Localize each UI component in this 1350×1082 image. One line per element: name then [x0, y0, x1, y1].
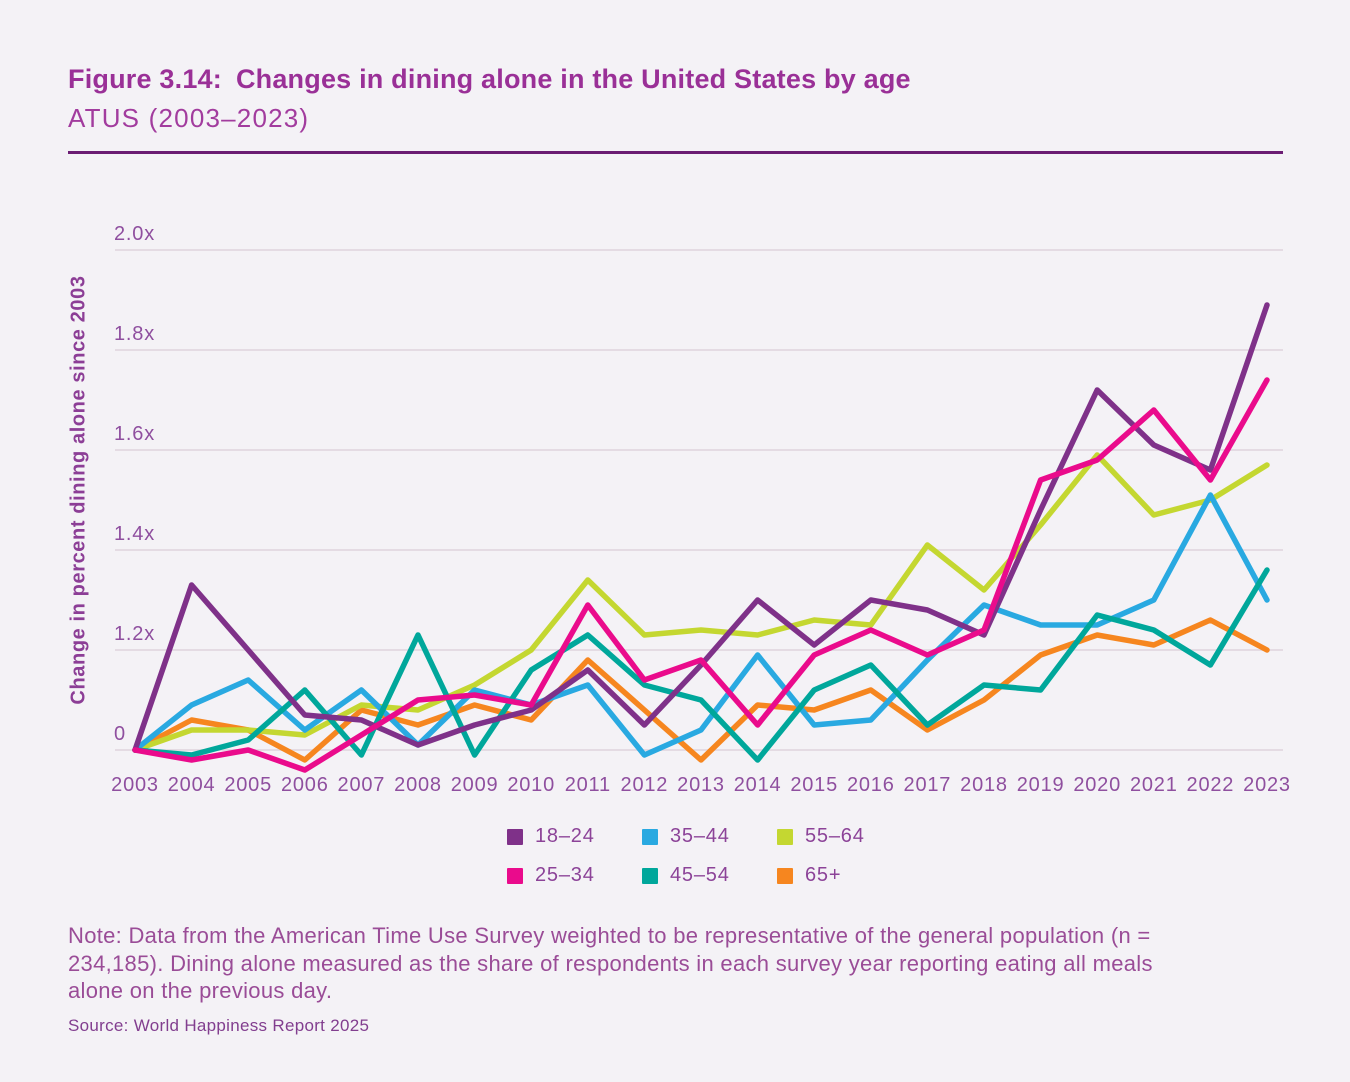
title-divider — [68, 151, 1283, 154]
x-tick-label: 2020 — [1073, 774, 1122, 796]
legend-label-35-44: 35–44 — [670, 825, 730, 847]
x-tick-label: 2013 — [677, 774, 725, 796]
series-line-18-24 — [132, 302, 1270, 753]
series-line-55-64 — [132, 452, 1270, 753]
y-tick-label: 2.0x — [114, 223, 156, 245]
legend-swatch-35-44 — [642, 828, 658, 845]
series-line-25-34 — [132, 377, 1270, 773]
x-tick-label: 2003 — [111, 774, 159, 796]
legend-item-55-64: 55–64 — [777, 823, 912, 850]
x-tick-label: 2005 — [224, 774, 273, 796]
figure-title-text: Changes in dining alone in the United St… — [235, 64, 911, 94]
x-tick-label: 2022 — [1186, 774, 1235, 796]
series-line-45-54 — [132, 567, 1270, 763]
legend-swatch-25-34 — [507, 867, 523, 884]
legend-item-35-44: 35–44 — [642, 823, 777, 850]
x-tick-label: 2016 — [846, 774, 895, 796]
figure-title: Figure 3.14: Changes in dining alone in t… — [68, 64, 911, 95]
legend-swatch-18-24 — [507, 828, 523, 845]
y-axis-title: Change in percent dining alone since 200… — [67, 275, 90, 705]
x-tick-label: 2010 — [507, 774, 556, 796]
x-tick-label: 2014 — [733, 774, 782, 796]
y-tick-label: 1.8x — [114, 323, 156, 345]
x-tick-label: 2019 — [1016, 774, 1065, 796]
x-tick-label: 2017 — [903, 774, 952, 796]
x-tick-label: 2012 — [620, 774, 669, 796]
x-tick-label: 2015 — [790, 774, 839, 796]
legend-label-25-34: 25–34 — [535, 864, 595, 886]
y-tick-label: 0 — [114, 723, 126, 745]
legend-label-55-64: 55–64 — [805, 825, 865, 847]
x-tick-label: 2009 — [450, 774, 499, 796]
x-tick-label: 2021 — [1129, 774, 1178, 796]
legend-item-65plus: 65+ — [777, 862, 912, 889]
figure-subtitle: ATUS (2003–2023) — [68, 103, 310, 133]
legend-item-18-24: 18–24 — [507, 823, 642, 850]
source-text: Source: World Happiness Report 2025 — [68, 1016, 370, 1035]
note-text: Note: Data from the American Time Use Su… — [68, 923, 1153, 1003]
gridline-group — [115, 249, 1283, 751]
legend-item-25-34: 25–34 — [507, 862, 642, 889]
legend-label-65plus: 65+ — [805, 864, 842, 886]
legend-label-45-54: 45–54 — [670, 864, 730, 886]
series-line-group — [132, 302, 1270, 773]
x-tick-label: 2011 — [564, 774, 611, 796]
x-tick-label: 2023 — [1243, 774, 1291, 796]
legend-item-45-54: 45–54 — [642, 862, 777, 889]
y-tick-label: 1.4x — [114, 523, 156, 545]
x-tick-label: 2018 — [960, 774, 1008, 796]
x-tick-label: 2008 — [394, 774, 442, 796]
y-tick-label: 1.2x — [114, 623, 156, 645]
y-tick-label: 1.6x — [114, 423, 156, 445]
chart-legend: 18–24 25–34 35–44 45–54 55–64 65+ — [507, 823, 912, 889]
legend-swatch-45-54 — [642, 867, 658, 884]
x-tick-label: 2004 — [167, 774, 216, 796]
x-tick-label: 2007 — [337, 774, 386, 796]
figure-number-label: Figure 3.14: — [68, 64, 222, 94]
legend-label-18-24: 18–24 — [535, 825, 595, 847]
legend-swatch-65plus — [777, 867, 793, 884]
legend-swatch-55-64 — [777, 828, 793, 845]
x-tick-label: 2006 — [280, 774, 329, 796]
